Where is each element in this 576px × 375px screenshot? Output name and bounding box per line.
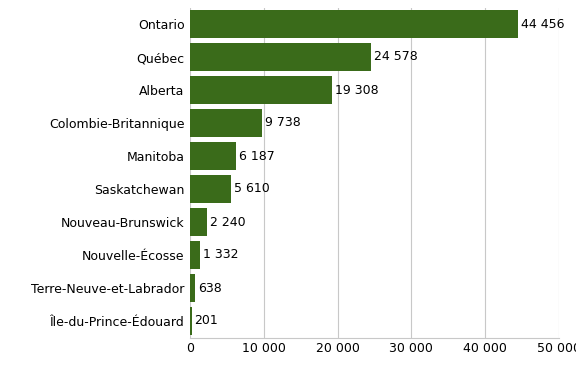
Text: 6 187: 6 187 <box>238 150 274 162</box>
Bar <box>190 209 207 236</box>
Bar <box>190 44 372 70</box>
Text: 638: 638 <box>198 282 222 294</box>
Bar <box>190 110 262 136</box>
Bar <box>190 76 332 104</box>
Text: 19 308: 19 308 <box>335 84 379 96</box>
Bar <box>190 176 232 202</box>
Text: 1 332: 1 332 <box>203 249 238 261</box>
Bar <box>190 10 518 38</box>
Text: 2 240: 2 240 <box>210 216 245 228</box>
Bar <box>190 242 200 268</box>
Text: 201: 201 <box>195 315 218 327</box>
Bar <box>190 274 195 302</box>
Text: 44 456: 44 456 <box>521 18 564 30</box>
Bar <box>190 142 236 170</box>
Text: 5 610: 5 610 <box>234 183 270 195</box>
Text: 24 578: 24 578 <box>374 51 418 63</box>
Bar <box>190 308 192 334</box>
Text: 9 738: 9 738 <box>265 117 301 129</box>
